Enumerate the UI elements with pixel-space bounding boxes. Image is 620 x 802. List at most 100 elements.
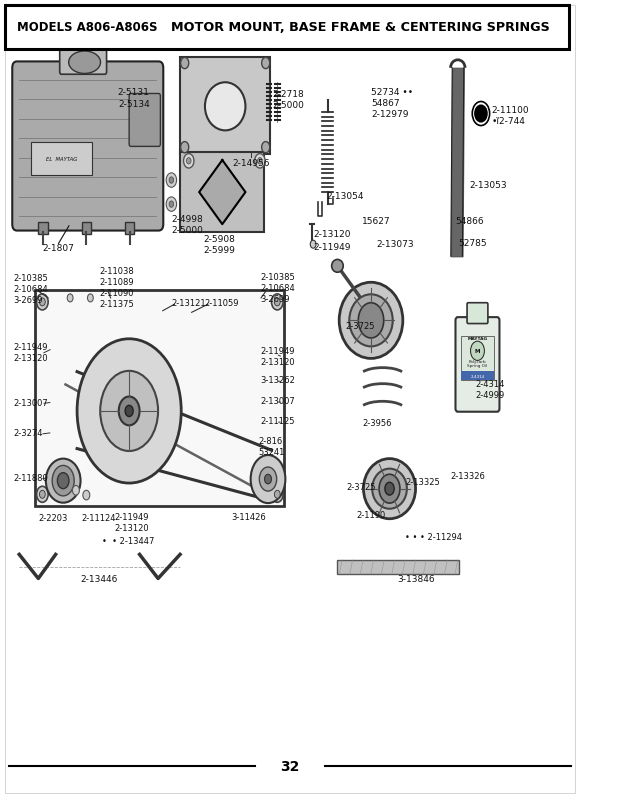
Circle shape bbox=[275, 298, 280, 306]
Ellipse shape bbox=[363, 459, 415, 519]
Bar bbox=[180, 153, 264, 233]
Text: 54866: 54866 bbox=[455, 217, 484, 226]
FancyBboxPatch shape bbox=[6, 6, 569, 51]
Circle shape bbox=[475, 107, 487, 123]
Text: 2-11949: 2-11949 bbox=[313, 243, 351, 252]
Text: 52734 ••
54867
2-12979: 52734 •• 54867 2-12979 bbox=[371, 87, 413, 119]
Text: 2-5131
2-5134: 2-5131 2-5134 bbox=[118, 88, 149, 108]
Circle shape bbox=[83, 491, 90, 500]
Circle shape bbox=[379, 475, 400, 504]
Text: 2-10385
2-10684
3-2699: 2-10385 2-10684 3-2699 bbox=[14, 273, 48, 305]
Bar bbox=[35, 290, 284, 507]
Text: 2-13053: 2-13053 bbox=[469, 180, 507, 189]
Circle shape bbox=[166, 197, 177, 212]
Circle shape bbox=[37, 487, 48, 503]
Text: 2-13120: 2-13120 bbox=[313, 230, 351, 239]
Text: 2-4314: 2-4314 bbox=[471, 375, 485, 379]
Text: M: M bbox=[475, 349, 480, 354]
Circle shape bbox=[58, 473, 69, 489]
Circle shape bbox=[40, 298, 45, 306]
Text: 2-13007: 2-13007 bbox=[260, 396, 294, 406]
Text: 3-11426: 3-11426 bbox=[231, 512, 266, 521]
Circle shape bbox=[385, 483, 394, 496]
Ellipse shape bbox=[46, 459, 81, 503]
Text: 3-13846: 3-13846 bbox=[397, 574, 435, 583]
Circle shape bbox=[67, 294, 73, 302]
Text: 2-13121: 2-13121 bbox=[171, 299, 206, 308]
Text: Polycarb
Spring Oil: Polycarb Spring Oil bbox=[467, 359, 487, 367]
Text: 2-11949
2-13120: 2-11949 2-13120 bbox=[114, 512, 149, 533]
Ellipse shape bbox=[52, 466, 74, 496]
Text: 2-11059: 2-11059 bbox=[205, 299, 239, 308]
Circle shape bbox=[272, 487, 283, 503]
Text: 2-10385
2-10684
3-2699: 2-10385 2-10684 3-2699 bbox=[260, 273, 294, 304]
Bar bbox=[38, 222, 48, 234]
Ellipse shape bbox=[69, 52, 100, 75]
Circle shape bbox=[255, 155, 265, 169]
Text: EL  MAYTAG: EL MAYTAG bbox=[46, 156, 77, 162]
Text: 2-3725: 2-3725 bbox=[347, 482, 376, 491]
Circle shape bbox=[169, 201, 174, 208]
Text: 2-13325: 2-13325 bbox=[405, 477, 440, 486]
Circle shape bbox=[73, 486, 79, 496]
Circle shape bbox=[310, 241, 316, 249]
Bar bbox=[180, 59, 270, 155]
Text: 15627: 15627 bbox=[362, 217, 391, 225]
Text: 2-11038
2-11089
2-11090
2-11375: 2-11038 2-11089 2-11090 2-11375 bbox=[99, 266, 134, 309]
Text: 2-2718
2-5000: 2-2718 2-5000 bbox=[273, 90, 304, 110]
Bar bbox=[125, 222, 135, 234]
FancyBboxPatch shape bbox=[129, 95, 161, 148]
Text: 2-14956: 2-14956 bbox=[232, 159, 270, 168]
Text: 2-3274: 2-3274 bbox=[14, 428, 43, 438]
FancyBboxPatch shape bbox=[467, 303, 488, 324]
Text: 2-4998
2-5000: 2-4998 2-5000 bbox=[171, 215, 203, 235]
Circle shape bbox=[259, 468, 277, 492]
Text: 2-13446: 2-13446 bbox=[81, 574, 118, 583]
Text: • • • 2-11294: • • • 2-11294 bbox=[405, 533, 461, 541]
Circle shape bbox=[125, 406, 133, 417]
Circle shape bbox=[358, 303, 384, 338]
Text: 2-11949
2-13120: 2-11949 2-13120 bbox=[260, 346, 294, 367]
Text: MODELS A806-A806S: MODELS A806-A806S bbox=[17, 22, 157, 34]
Circle shape bbox=[471, 342, 484, 361]
FancyBboxPatch shape bbox=[32, 143, 92, 176]
Ellipse shape bbox=[349, 295, 392, 347]
Circle shape bbox=[40, 491, 45, 499]
Text: 2-816
53241: 2-816 53241 bbox=[258, 436, 285, 456]
FancyBboxPatch shape bbox=[456, 318, 500, 412]
Circle shape bbox=[262, 59, 270, 70]
Text: 2-11100
•ȉ2-744: 2-11100 •ȉ2-744 bbox=[492, 106, 529, 126]
Text: •  • 2-13447: • • 2-13447 bbox=[102, 537, 154, 545]
Ellipse shape bbox=[372, 469, 407, 509]
Text: 3-13262: 3-13262 bbox=[260, 375, 294, 385]
Text: 2-2203: 2-2203 bbox=[39, 513, 68, 522]
Text: 2-13007: 2-13007 bbox=[14, 398, 48, 407]
Text: MOTOR MOUNT, BASE FRAME & CENTERING SPRINGS: MOTOR MOUNT, BASE FRAME & CENTERING SPRI… bbox=[171, 22, 550, 34]
Circle shape bbox=[180, 59, 188, 70]
Text: 2-11949
2-13120: 2-11949 2-13120 bbox=[14, 343, 48, 363]
FancyBboxPatch shape bbox=[12, 63, 163, 231]
Text: 2-13054: 2-13054 bbox=[326, 192, 363, 200]
Circle shape bbox=[180, 143, 188, 154]
Text: 2-13073: 2-13073 bbox=[377, 240, 414, 249]
Text: 2-1190: 2-1190 bbox=[356, 510, 386, 519]
Text: 2-1807: 2-1807 bbox=[43, 244, 74, 253]
Circle shape bbox=[100, 371, 158, 452]
Ellipse shape bbox=[205, 83, 246, 132]
Bar bbox=[461, 371, 494, 381]
Text: 52785: 52785 bbox=[458, 239, 487, 248]
Circle shape bbox=[169, 177, 174, 184]
Text: 2-3725: 2-3725 bbox=[345, 322, 374, 330]
Bar bbox=[337, 561, 459, 575]
Circle shape bbox=[257, 159, 262, 165]
Polygon shape bbox=[199, 161, 246, 225]
Circle shape bbox=[166, 173, 177, 188]
Text: MAYTAG: MAYTAG bbox=[467, 337, 487, 341]
Ellipse shape bbox=[339, 283, 403, 359]
Text: 2-5908
2-5999: 2-5908 2-5999 bbox=[203, 235, 235, 255]
Circle shape bbox=[87, 294, 93, 302]
Circle shape bbox=[265, 475, 272, 484]
Text: 2-11880: 2-11880 bbox=[14, 473, 48, 482]
Bar bbox=[82, 222, 91, 234]
Circle shape bbox=[77, 339, 181, 484]
